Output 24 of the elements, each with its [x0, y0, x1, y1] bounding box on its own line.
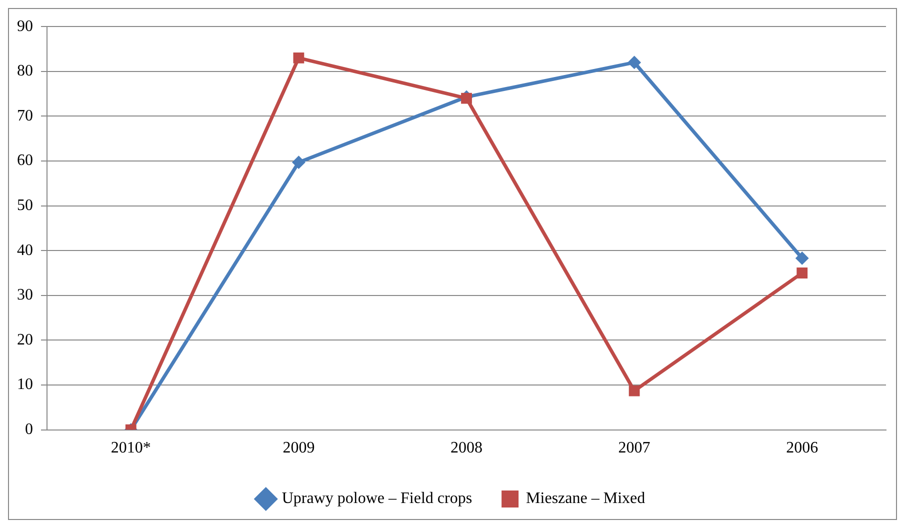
point [293, 52, 304, 64]
legend-label: Mieszane – Mixed [526, 490, 646, 508]
legend-label: Uprawy polowe – Field crops [282, 490, 472, 508]
y-tick-label: 20 [17, 331, 33, 348]
x-tick-label: 2010* [110, 440, 151, 457]
y-tick-label: 0 [25, 421, 33, 438]
y-tick-label: 90 [17, 18, 33, 35]
point [292, 156, 306, 169]
point [628, 385, 640, 396]
point [796, 268, 808, 278]
point [796, 252, 809, 265]
x-tick-label: 2007 [618, 440, 650, 457]
y-tick-label: 50 [17, 197, 33, 214]
x-tick-label: 2009 [282, 440, 315, 457]
y-tick-label: 70 [17, 107, 33, 124]
point [461, 92, 472, 104]
y-tick-label: 80 [17, 62, 33, 80]
x-tick-label: 2006 [786, 440, 818, 457]
y-tick-label: 30 [17, 286, 33, 304]
point [628, 56, 641, 69]
x-tick-label: 2008 [450, 440, 482, 457]
y-tick-label: 10 [17, 376, 33, 394]
y-tick-label: 40 [17, 242, 33, 259]
y-tick-label: 60 [17, 152, 33, 170]
